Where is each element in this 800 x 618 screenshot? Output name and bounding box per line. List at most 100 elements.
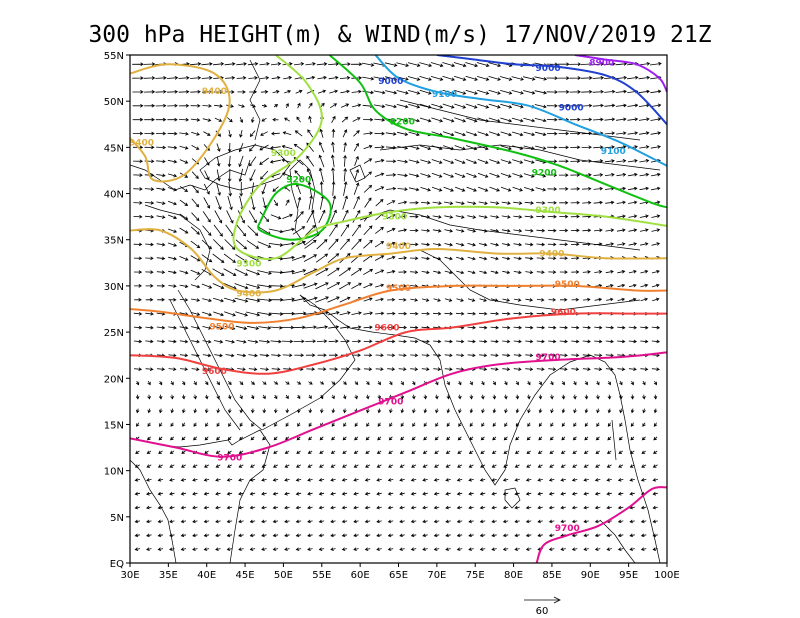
- wind-vector: [192, 491, 198, 496]
- wind-vector: [133, 311, 143, 316]
- wind-vector: [639, 186, 650, 191]
- wind-vector: [329, 89, 339, 94]
- wind-vector: [396, 117, 409, 123]
- wind-vector: [571, 547, 578, 551]
- wind-vector: [500, 131, 512, 137]
- contour-label: 9000: [378, 77, 403, 87]
- wind-vector: [569, 103, 581, 108]
- wind-vector: [284, 450, 290, 454]
- wind-vector: [630, 380, 634, 386]
- wind-vector: [410, 491, 417, 496]
- wind-vector: [513, 270, 522, 275]
- wind-vector: [318, 141, 325, 153]
- wind-vector: [169, 491, 175, 496]
- wind-vector: [297, 394, 301, 400]
- wind-vector: [285, 381, 290, 385]
- wind-vector: [467, 325, 476, 330]
- wind-vector: [514, 450, 520, 454]
- wind-vector: [524, 228, 534, 233]
- wind-vector: [342, 195, 348, 210]
- wind-vector: [272, 519, 279, 524]
- wind-vector: [397, 187, 408, 191]
- wind-vector: [583, 491, 589, 496]
- wind-vector: [386, 339, 396, 344]
- wind-vector: [155, 89, 167, 94]
- wind-vector: [422, 478, 428, 482]
- contour-label: 9200: [390, 118, 415, 128]
- wind-vector: [273, 450, 278, 454]
- wind-vector: [147, 394, 151, 400]
- wind-vector: [408, 90, 421, 95]
- wind-vector: [168, 284, 177, 288]
- wind-vector: [490, 242, 500, 247]
- wind-vector: [457, 450, 462, 454]
- wind-vector: [649, 61, 662, 66]
- wind-vector: [455, 311, 465, 316]
- wind-vector: [363, 131, 373, 136]
- wind-vector: [421, 367, 430, 371]
- wind-vector: [442, 75, 455, 81]
- wind-vector: [374, 158, 385, 163]
- wind-vector: [238, 104, 245, 108]
- wind-vector: [260, 90, 269, 94]
- wind-vector: [201, 76, 213, 80]
- wind-vector: [478, 201, 488, 205]
- wind-vector: [617, 325, 626, 330]
- wind-vector: [296, 464, 301, 468]
- wind-vector: [434, 464, 440, 468]
- wind-vector: [571, 505, 578, 510]
- wind-vector: [236, 353, 247, 358]
- wind-vector: [343, 408, 347, 414]
- wind-vector: [511, 117, 524, 123]
- wind-vector: [319, 181, 324, 196]
- wind-vector: [136, 422, 140, 427]
- wind-vector: [308, 195, 313, 210]
- wind-vector: [501, 242, 511, 247]
- wind-vector: [547, 200, 557, 205]
- wind-vector: [341, 491, 348, 496]
- wind-vector: [641, 436, 646, 441]
- wind-vector: [156, 215, 166, 219]
- wind-vector: [234, 283, 249, 290]
- wind-vector: [366, 422, 370, 427]
- wind-vector: [573, 422, 577, 427]
- wind-vector: [307, 505, 313, 510]
- wind-vector: [640, 505, 647, 510]
- wind-vector: [476, 76, 490, 81]
- wind-vector: [226, 519, 233, 524]
- wind-vector: [257, 241, 272, 248]
- wind-vector: [628, 339, 637, 344]
- wind-vector: [524, 242, 534, 247]
- wind-vector: [132, 103, 144, 108]
- wind-vector: [134, 478, 141, 482]
- wind-vector: [354, 394, 358, 400]
- wind-vector: [307, 450, 313, 454]
- wind-vector: [433, 298, 441, 302]
- wind-vector: [169, 505, 175, 510]
- contour-label: 9600: [374, 323, 399, 333]
- wind-vector: [282, 353, 293, 358]
- wind-vector: [481, 380, 485, 386]
- wind-vector: [570, 173, 581, 177]
- wind-vector: [571, 478, 578, 482]
- wind-vector: [561, 380, 565, 386]
- wind-vector: [352, 353, 361, 358]
- wind-vector: [134, 547, 141, 551]
- wind-vector: [193, 394, 197, 400]
- wind-vector: [433, 533, 440, 538]
- wind-vector: [456, 298, 464, 302]
- wind-vector: [330, 450, 336, 454]
- wind-vector: [330, 505, 336, 510]
- wind-vector: [133, 256, 143, 261]
- wind-vector: [134, 284, 142, 288]
- wind-vector-field: [132, 61, 662, 551]
- wind-vector: [238, 464, 244, 468]
- wind-vector: [628, 269, 637, 274]
- wind-vector: [593, 186, 604, 191]
- wind-vector: [133, 214, 143, 219]
- wind-vector: [343, 181, 348, 196]
- wind-vector: [443, 159, 455, 164]
- wind-vector: [607, 422, 612, 427]
- wind-vector: [581, 103, 593, 108]
- wind-vector: [216, 182, 221, 196]
